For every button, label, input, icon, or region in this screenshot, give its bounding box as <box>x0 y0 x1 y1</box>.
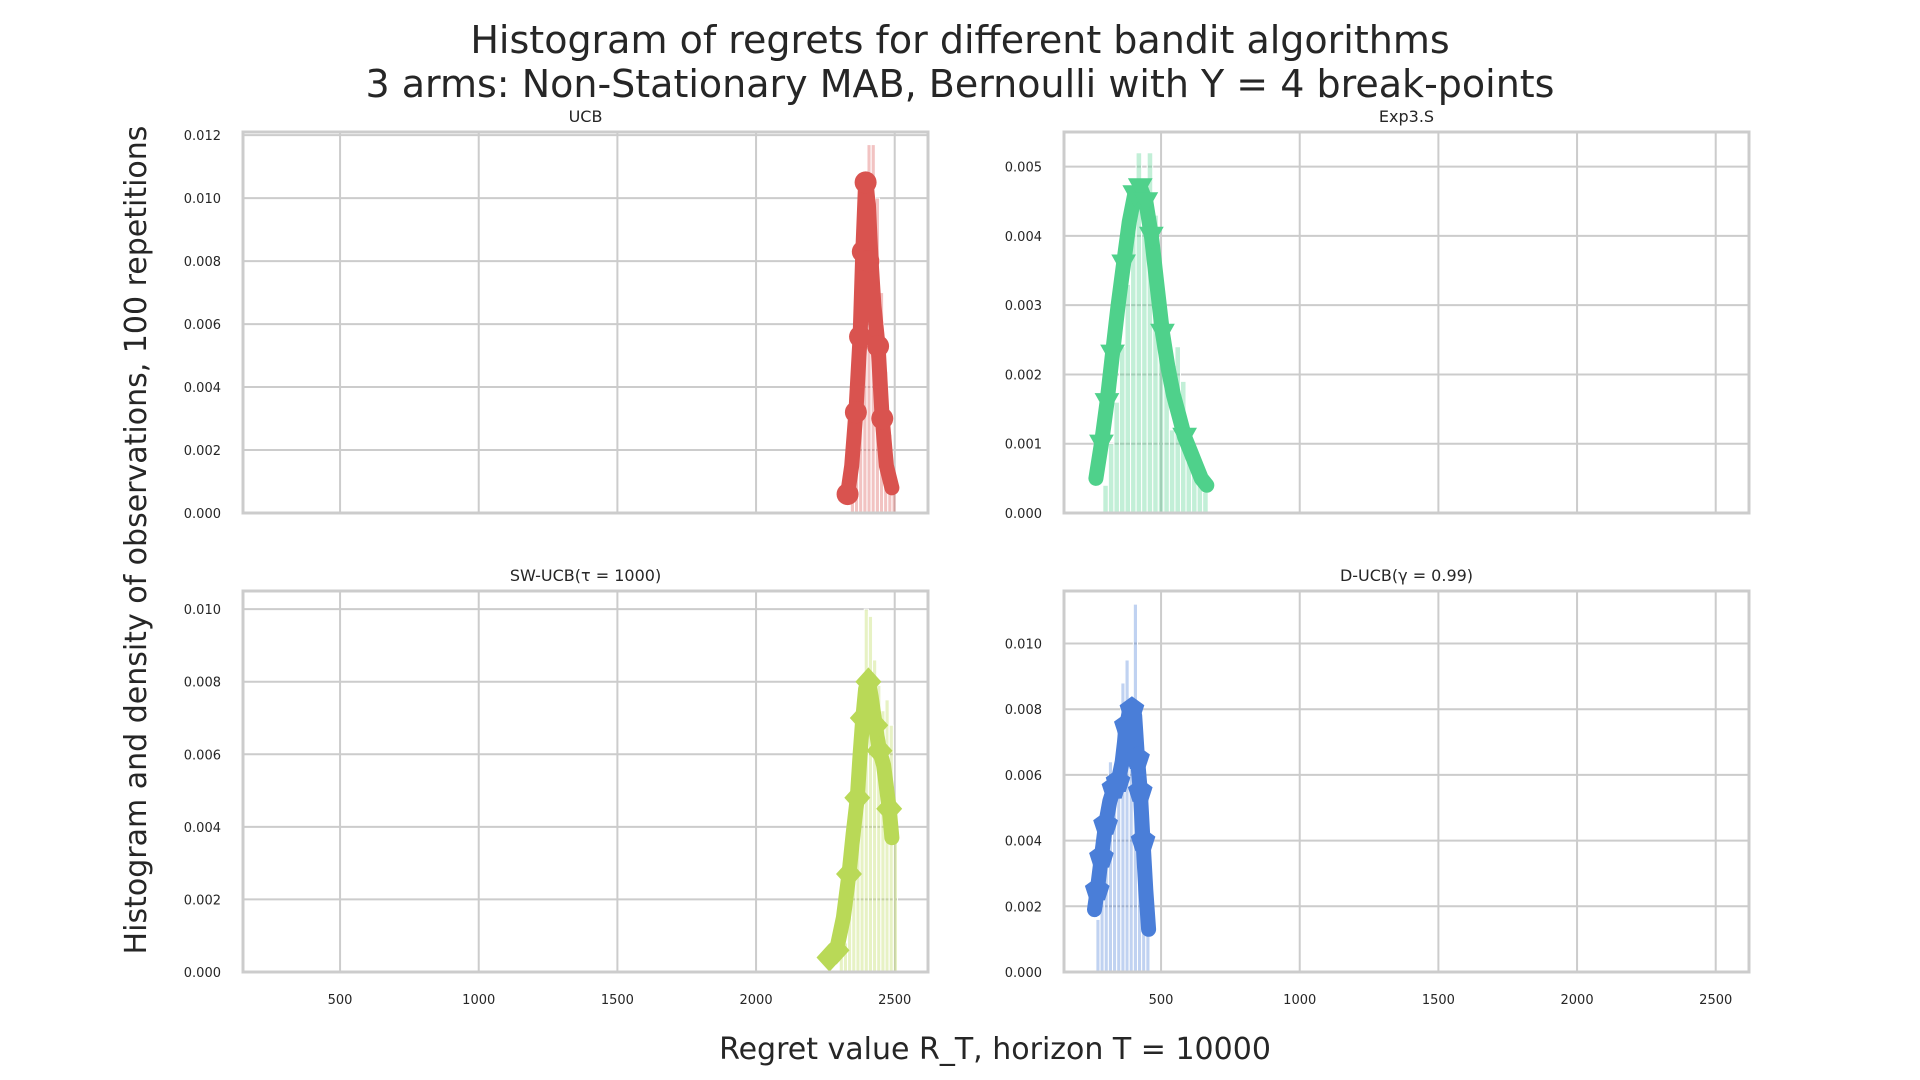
y-tick-label: 0.002 <box>1005 368 1042 383</box>
x-tick-label: 1500 <box>601 993 634 1008</box>
density-marker <box>823 935 850 965</box>
density-marker <box>862 711 889 740</box>
x-tick-label: 1000 <box>1283 993 1316 1008</box>
histogram-bar <box>1102 484 1109 514</box>
density-marker <box>1084 876 1110 901</box>
density-marker <box>866 736 893 765</box>
x-tick-label: 500 <box>1149 993 1174 1008</box>
density-marker <box>1125 745 1150 769</box>
subplot-frame <box>241 130 930 515</box>
subplot-title: UCB <box>569 107 603 126</box>
density-marker <box>1093 811 1118 835</box>
density-marker <box>1130 827 1156 852</box>
density-marker <box>844 401 867 424</box>
density-marker <box>1127 778 1153 802</box>
y-tick-label: 0.004 <box>184 381 221 396</box>
y-tick-label: 0.005 <box>1005 161 1042 176</box>
y-tick-label: 0.004 <box>1005 835 1042 850</box>
density-marker <box>1139 226 1164 249</box>
density-marker <box>855 667 882 696</box>
y-tick-label: 0.002 <box>1005 900 1042 915</box>
x-tick-label: 2500 <box>878 993 911 1008</box>
x-tick-label: 2000 <box>1561 993 1594 1008</box>
histogram-bar <box>1118 346 1126 514</box>
subplot-2: 0.000 0.001 0.002 0.003 0.004 0.005 Exp3.S <box>1005 107 1751 522</box>
density-marker <box>1172 427 1197 450</box>
density-marker <box>854 171 877 194</box>
y-axis-label: Histogram and density of observations, 1… <box>119 125 154 955</box>
subplot-title: D-UCB(γ = 0.99) <box>1340 566 1473 585</box>
y-tick-label: 0.008 <box>184 676 221 691</box>
histogram-bar <box>1124 283 1132 514</box>
subplot-4: 0.000 0.002 0.004 0.006 0.008 0.010 500 1000 150… <box>1005 566 1751 1008</box>
subplot-frame <box>1062 589 1751 974</box>
x-tick-label: 2500 <box>1699 993 1732 1008</box>
y-tick-label: 0.006 <box>184 748 221 763</box>
density-marker <box>849 325 872 348</box>
density-marker <box>1111 254 1136 277</box>
y-tick-label: 0.002 <box>184 893 221 908</box>
x-tick-label: 1000 <box>462 993 495 1008</box>
histogram-bar <box>1113 401 1120 514</box>
y-tick-label: 0.004 <box>1005 230 1042 245</box>
density-marker <box>844 783 871 813</box>
density-marker <box>849 703 876 733</box>
x-tick-label: 2000 <box>740 993 773 1008</box>
x-tick-label: 500 <box>328 993 353 1008</box>
density-marker <box>1150 323 1175 346</box>
y-tick-label: 0.000 <box>184 507 221 522</box>
y-tick-label: 0.000 <box>1005 966 1042 981</box>
subplot-1: 0.000 0.002 0.004 0.006 0.008 0.010 0.012 UCB <box>184 107 930 522</box>
histogram-bar <box>1107 443 1115 514</box>
histogram-bar <box>1168 429 1176 514</box>
density-marker <box>1105 768 1131 792</box>
density-marker <box>1089 434 1114 457</box>
subplot-frame <box>1062 130 1751 515</box>
subplot-frame <box>241 589 930 974</box>
y-tick-label: 0.008 <box>1005 703 1042 718</box>
density-marker <box>836 483 859 506</box>
histogram-bar <box>1095 918 1101 973</box>
y-tick-label: 0.010 <box>184 192 221 207</box>
y-tick-label: 0.006 <box>184 318 221 333</box>
chart-title-line1: Histogram of regrets for different bandi… <box>470 18 1450 62</box>
density-marker <box>1094 393 1120 416</box>
y-tick-label: 0.012 <box>184 129 221 144</box>
y-tick-label: 0.010 <box>184 603 221 618</box>
y-tick-label: 0.003 <box>1005 299 1042 314</box>
density-marker <box>1100 344 1125 367</box>
subplot-title: Exp3.S <box>1379 107 1434 126</box>
density-marker <box>1119 696 1145 720</box>
y-tick-label: 0.006 <box>1005 769 1042 784</box>
density-marker <box>1127 178 1153 201</box>
density-marker <box>876 794 903 823</box>
density-marker <box>816 943 843 972</box>
chart-title-line2: 3 arms: Non-Stationary MAB, Bernoulli wi… <box>365 62 1555 106</box>
y-tick-label: 0.002 <box>184 444 221 459</box>
density-marker <box>1089 844 1114 868</box>
histogram-bar <box>1202 491 1209 514</box>
y-tick-label: 0.010 <box>1005 638 1042 653</box>
density-marker <box>857 250 880 273</box>
subplot-3: 0.000 0.002 0.004 0.006 0.008 0.010 500 1000 150… <box>184 566 930 1008</box>
y-tick-label: 0.000 <box>184 966 221 981</box>
subplot-title: SW-UCB(τ = 1000) <box>510 566 661 585</box>
x-axis-label: Regret value R_T, horizon T = 10000 <box>719 1032 1271 1067</box>
y-tick-label: 0.001 <box>1005 438 1042 453</box>
y-tick-label: 0.008 <box>184 255 221 270</box>
histogram-bar <box>1130 228 1137 514</box>
y-tick-label: 0.004 <box>184 821 221 836</box>
density-marker <box>867 335 890 358</box>
density-marker <box>1133 192 1159 215</box>
density-marker <box>836 859 862 889</box>
y-tick-label: 0.000 <box>1005 507 1042 522</box>
density-marker <box>871 407 894 430</box>
x-tick-label: 1500 <box>1422 993 1455 1008</box>
